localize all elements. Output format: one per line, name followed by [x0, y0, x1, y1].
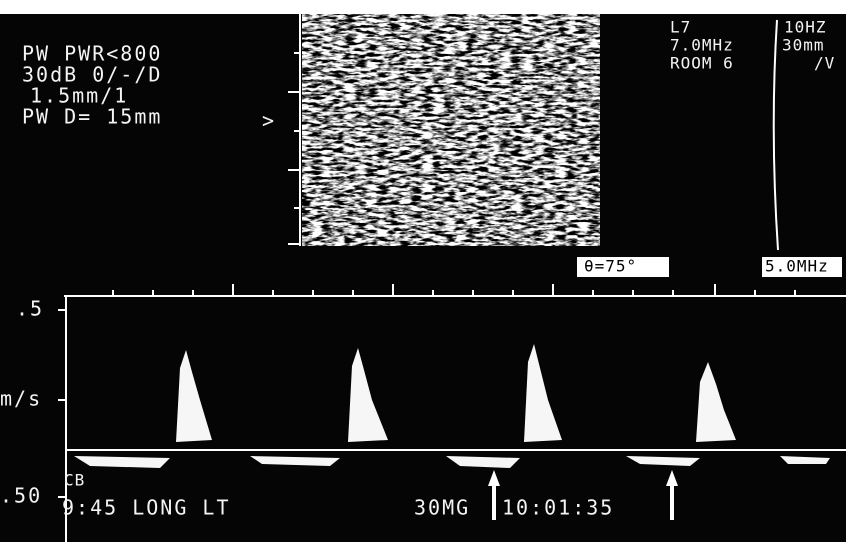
footer-time: 10:01:35 [502, 496, 614, 520]
footer-tag: CB [64, 471, 85, 490]
probe-line: /V [814, 54, 835, 73]
probe-line: L7 [670, 18, 691, 37]
probe-line: ROOM 6 [670, 54, 734, 73]
freq-label: 5.0MHz [765, 257, 829, 276]
gate-marker: > [262, 109, 276, 133]
probe-line: 30mm [782, 36, 825, 55]
settings-line: PW D= 15mm [22, 105, 162, 129]
ultrasound-screen: PW PWR<800 30dB 0/-/D 1.5mm/1 PW D= 15mm… [0, 0, 846, 542]
top-border [0, 0, 846, 14]
probe-line: 7.0MHz [670, 36, 734, 55]
footer-code: 30MG [414, 496, 470, 520]
bmode-image [302, 14, 600, 246]
page: PW PWR<800 30dB 0/-/D 1.5mm/1 PW D= 15mm… [0, 0, 846, 542]
angle-label: θ=75° [584, 257, 637, 276]
scale-bottom: .50 [0, 484, 42, 508]
probe-line: 10HZ [784, 18, 827, 37]
scale-top: .5 [16, 297, 44, 321]
scale-unit: m/s [0, 387, 42, 411]
footer-label: 9:45 LONG LT [62, 496, 231, 520]
